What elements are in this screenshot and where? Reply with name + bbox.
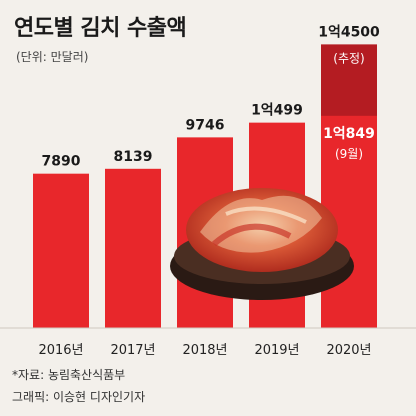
chart-title: 연도별 김치 수출액 xyxy=(14,16,187,41)
projection-note: (추정) xyxy=(333,51,364,65)
source-note: *자료: 농림축산식품부 xyxy=(12,368,126,382)
projection-value-label: 1억4500 xyxy=(318,24,380,40)
bar-value-label: 9746 xyxy=(186,117,225,133)
x-tick-label: 2018년 xyxy=(182,343,227,358)
bar-value-label: 1억849 xyxy=(323,126,375,142)
x-tick-label: 2016년 xyxy=(38,343,83,358)
bar xyxy=(33,173,89,328)
bar xyxy=(105,168,161,328)
kimchi-illustration xyxy=(170,188,354,300)
x-tick-label: 2017년 xyxy=(110,343,155,358)
graphic-credit: 그래픽: 이승현 디자인기자 xyxy=(12,390,146,404)
unit-label: (단위: 만달러) xyxy=(16,50,89,64)
bar-value-label: 7890 xyxy=(42,154,81,170)
bar-value-label: 8139 xyxy=(114,149,153,165)
bar-value-label: 1억499 xyxy=(251,103,303,119)
x-tick-label: 2019년 xyxy=(254,343,299,358)
x-tick-label: 2020년 xyxy=(326,343,371,358)
partial-year-note: (9월) xyxy=(335,147,363,161)
